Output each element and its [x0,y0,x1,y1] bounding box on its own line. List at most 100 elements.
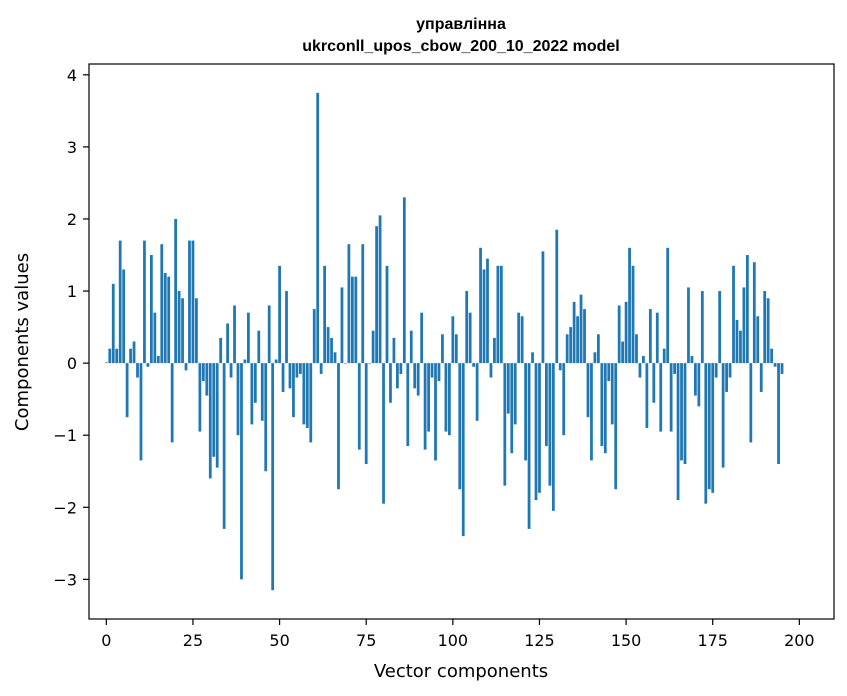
y-axis-ticks: −3 −2 −1 0 1 2 3 4 [53,66,89,589]
bar [576,316,579,364]
bar [752,262,756,364]
bar [333,352,337,364]
bar [146,363,150,367]
y-tick-label: 3 [67,138,77,157]
bar [181,298,184,364]
bar [278,265,281,364]
x-axis-label: Vector components [374,661,548,682]
bar [586,363,590,418]
bar [229,363,233,378]
bar [628,247,631,364]
bar [510,363,514,454]
bar [371,330,375,364]
bar [233,305,236,364]
x-tick-label: 0 [101,631,111,650]
bar [434,363,437,461]
x-tick-label: 25 [183,631,203,650]
bar [524,363,527,461]
bar [361,244,365,364]
bar [236,363,240,436]
bar [163,273,167,364]
bar [420,312,424,364]
bar [711,363,715,493]
bar [292,363,295,418]
bar [565,334,569,364]
bar [648,309,652,364]
bar [624,301,628,364]
bar [153,312,157,364]
bar [350,276,354,364]
bar [638,363,642,378]
bar [309,363,313,443]
bar [548,363,552,486]
bar [295,363,299,378]
bar [337,363,340,490]
bar [129,348,132,364]
bar [503,363,507,486]
bar [115,348,119,364]
bar [562,363,566,436]
bar [690,355,694,364]
bar [541,251,545,364]
bar [396,363,399,389]
bar [780,363,784,374]
bar [222,363,226,529]
bar [316,92,320,364]
bar [444,363,448,432]
bar [756,316,760,364]
bar [579,294,583,364]
x-tick-label: 150 [611,631,642,650]
bar [461,363,465,537]
bar-series [104,92,784,591]
bar [205,363,209,396]
bar [496,265,500,364]
bar [645,363,649,428]
bar [226,323,229,364]
bar [534,363,538,501]
bar [139,363,143,461]
bar [326,327,330,364]
bar [683,363,687,465]
bar [288,363,292,389]
y-axis-label: Components values [12,253,33,431]
bar [215,363,219,468]
bar [191,240,195,364]
x-tick-label: 175 [697,631,728,650]
bar [555,229,559,364]
bar [673,363,676,374]
bar [777,363,780,465]
bar [465,291,469,364]
bar [305,363,309,428]
bar [558,363,562,371]
bar [489,363,493,378]
bar [513,363,517,425]
bar [319,363,323,374]
bar [735,319,739,364]
bar [260,363,264,421]
bar [423,363,427,450]
bar [340,287,344,364]
bar [600,363,604,447]
bar [253,363,257,403]
bar [118,240,122,364]
bar [739,330,742,364]
bar [240,363,243,580]
bar [212,363,216,457]
bar [416,363,420,396]
bar [662,348,666,364]
bar [635,334,638,364]
bar [302,363,306,425]
bar [732,265,735,364]
bar [357,363,361,450]
bar [486,258,489,364]
bar [472,363,476,367]
bar [375,226,378,364]
bar [323,265,327,364]
bar [506,363,510,414]
bar [409,330,413,364]
bar [201,363,205,382]
bar [666,247,670,364]
x-tick-label: 125 [524,631,555,650]
bar [718,291,722,364]
